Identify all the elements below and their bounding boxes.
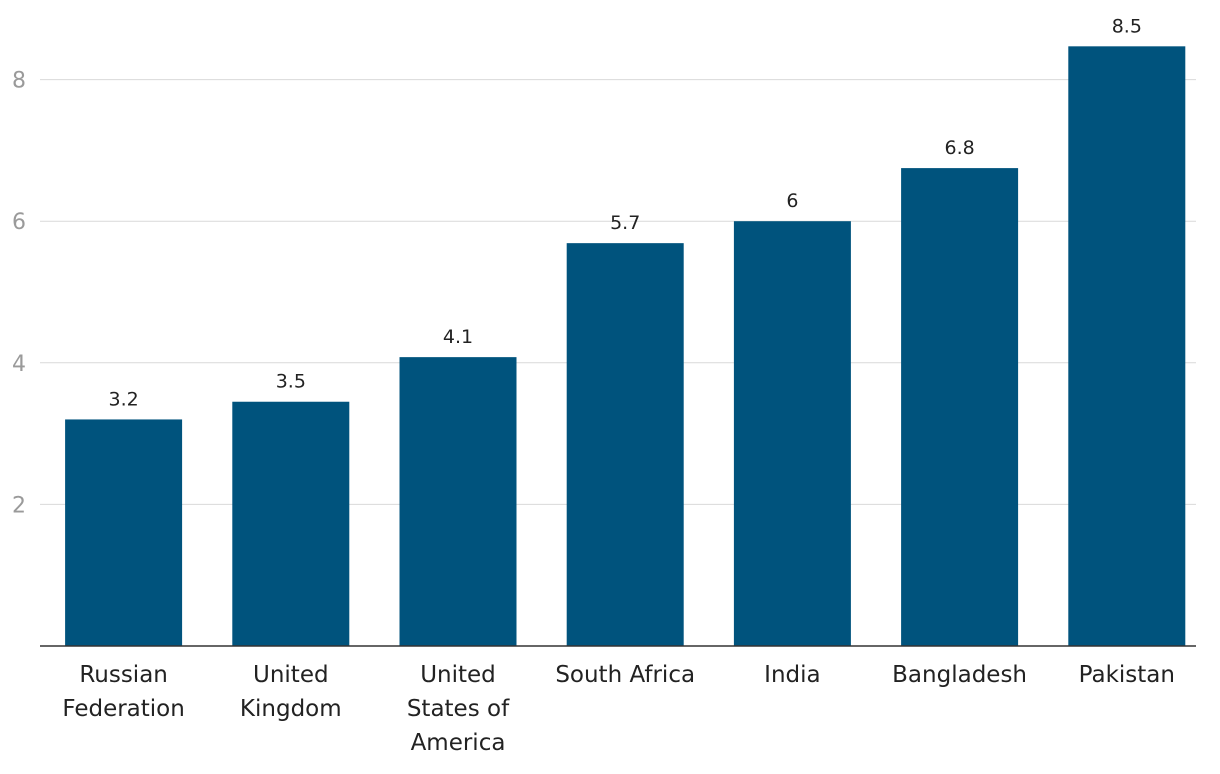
category-label-line: Federation: [62, 696, 184, 722]
category-label: Russian Federation: [62, 662, 184, 722]
y-tick-label: 8: [12, 69, 26, 94]
category-label-line: United: [253, 662, 329, 688]
bar: [232, 401, 350, 646]
category-label-line: Pakistan: [1079, 662, 1175, 688]
bar: [566, 243, 684, 646]
category-label-line: India: [764, 662, 820, 688]
y-tick-label: 2: [12, 493, 26, 518]
category-label-line: States of: [407, 696, 510, 722]
bar: [1068, 46, 1186, 647]
category-label-line: Russian: [79, 662, 168, 688]
category-label: India: [764, 662, 820, 688]
data-label: 6.8: [944, 137, 974, 159]
category-label: United Kingdom: [240, 662, 342, 722]
data-label: 3.2: [108, 388, 138, 410]
category-label-line: United: [420, 662, 496, 688]
x-axis-category-labels: Russian Federation United Kingdom United Stat…: [62, 662, 1175, 756]
bar: [901, 168, 1019, 646]
category-label: United States of America: [407, 662, 510, 756]
y-tick-label: 4: [12, 352, 26, 377]
data-label: 3.5: [276, 371, 306, 393]
data-label: 5.7: [610, 212, 640, 234]
bars: [65, 46, 1186, 647]
category-label-line: South Africa: [555, 662, 695, 688]
bar: [399, 357, 517, 646]
category-label: Bangladesh: [892, 662, 1027, 688]
data-label: 8.5: [1112, 15, 1142, 37]
category-label-line: Kingdom: [240, 696, 342, 722]
y-tick-label: 6: [12, 210, 26, 235]
data-label: 6: [786, 190, 798, 212]
category-label-line: America: [411, 730, 506, 756]
data-labels: 3.2 3.5 4.1 5.7 6 6.8 8.5: [108, 15, 1141, 410]
category-label: Pakistan: [1079, 662, 1175, 688]
bar: [733, 221, 851, 646]
bar: [65, 419, 183, 646]
y-axis-ticks: 2 4 6 8: [12, 69, 26, 519]
category-label: South Africa: [555, 662, 695, 688]
category-label-line: Bangladesh: [892, 662, 1027, 688]
data-label: 4.1: [443, 326, 473, 348]
